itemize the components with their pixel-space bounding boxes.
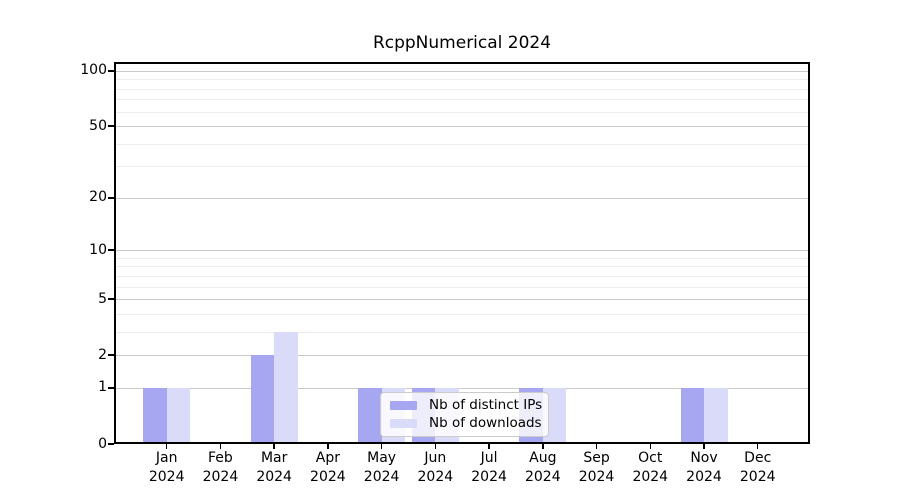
gridline-minor <box>116 99 808 101</box>
bar-downloads <box>704 387 728 442</box>
gridline-minor <box>116 111 808 113</box>
bar-distinct-ips <box>358 387 382 442</box>
gridline-minor <box>116 275 808 277</box>
bar-distinct-ips <box>250 355 275 442</box>
x-axis-tick <box>649 444 652 449</box>
y-tick-label: 2 <box>98 346 107 363</box>
legend-label: Nb of downloads <box>429 414 542 431</box>
y-tick-label: 20 <box>89 189 107 206</box>
bar-distinct-ips <box>143 387 167 442</box>
gridline-minor <box>116 313 808 315</box>
legend: Nb of distinct IPs Nb of downloads <box>380 392 549 437</box>
chart-title: RcppNumerical 2024 <box>372 33 552 53</box>
y-axis-tick <box>108 70 114 72</box>
x-axis-tick <box>165 444 168 449</box>
gridline-minor <box>116 88 808 90</box>
bar-downloads <box>274 331 298 442</box>
legend-item-downloads: Nb of downloads <box>390 414 542 432</box>
gridline-minor <box>116 143 808 145</box>
gridline-major <box>116 250 808 252</box>
legend-label: Nb of distinct IPs <box>429 397 543 414</box>
x-tick-label: Apr 2024 <box>310 450 346 485</box>
x-tick-label: Mar 2024 <box>256 450 292 485</box>
y-tick-label: 50 <box>89 117 107 134</box>
y-axis-tick <box>108 387 114 389</box>
gridline-minor <box>116 257 808 259</box>
gridline-minor <box>116 331 808 333</box>
y-axis-tick <box>108 197 114 199</box>
gridline-major <box>116 126 808 128</box>
bar-downloads <box>166 387 191 442</box>
y-tick-label: 5 <box>98 290 107 307</box>
x-tick-label: Nov 2024 <box>686 450 722 485</box>
x-tick-label: Jan 2024 <box>148 450 185 485</box>
y-tick-label: 10 <box>89 241 107 258</box>
x-axis-tick <box>703 444 705 449</box>
x-tick-label: May 2024 <box>363 450 400 485</box>
y-axis-tick <box>108 298 114 300</box>
gridline-major <box>116 197 808 199</box>
x-axis-tick <box>756 444 759 449</box>
gridline-major <box>116 299 808 301</box>
gridline-minor <box>116 286 808 288</box>
legend-swatch-downloads <box>390 418 417 428</box>
gridline-minor <box>116 166 808 168</box>
legend-swatch-distinct-ips <box>390 401 417 411</box>
y-tick-label: 100 <box>80 62 107 79</box>
bar-distinct-ips <box>680 387 704 442</box>
x-axis-tick <box>595 444 598 449</box>
gridline-minor <box>116 79 808 81</box>
x-tick-label: Aug 2024 <box>524 450 561 485</box>
gridline-major <box>116 387 808 389</box>
x-axis-tick <box>327 444 329 449</box>
gridline-major <box>116 70 808 72</box>
x-axis-tick <box>542 444 544 449</box>
y-axis-tick <box>108 354 114 356</box>
x-tick-label: Oct 2024 <box>632 450 669 485</box>
x-tick-label: Sep 2024 <box>578 450 615 485</box>
y-axis-tick <box>108 443 114 445</box>
x-tick-label: Jun 2024 <box>417 450 454 485</box>
x-axis-tick <box>273 444 275 449</box>
x-axis-tick <box>380 444 383 449</box>
x-axis-tick <box>219 444 222 449</box>
gridline-minor <box>116 266 808 268</box>
legend-item-distinct-ips: Nb of distinct IPs <box>390 397 543 414</box>
plot-area <box>114 62 810 444</box>
x-tick-label: Jul 2024 <box>471 450 507 485</box>
y-tick-label: 1 <box>98 379 107 396</box>
y-tick-label: 0 <box>98 435 107 452</box>
gridline-major <box>116 355 808 357</box>
x-tick-label: Feb 2024 <box>202 450 239 485</box>
x-axis-tick <box>488 444 490 449</box>
y-axis-tick <box>108 125 114 127</box>
x-axis-tick <box>434 444 437 449</box>
y-axis-tick <box>108 249 114 251</box>
x-tick-label: Dec 2024 <box>739 450 776 485</box>
